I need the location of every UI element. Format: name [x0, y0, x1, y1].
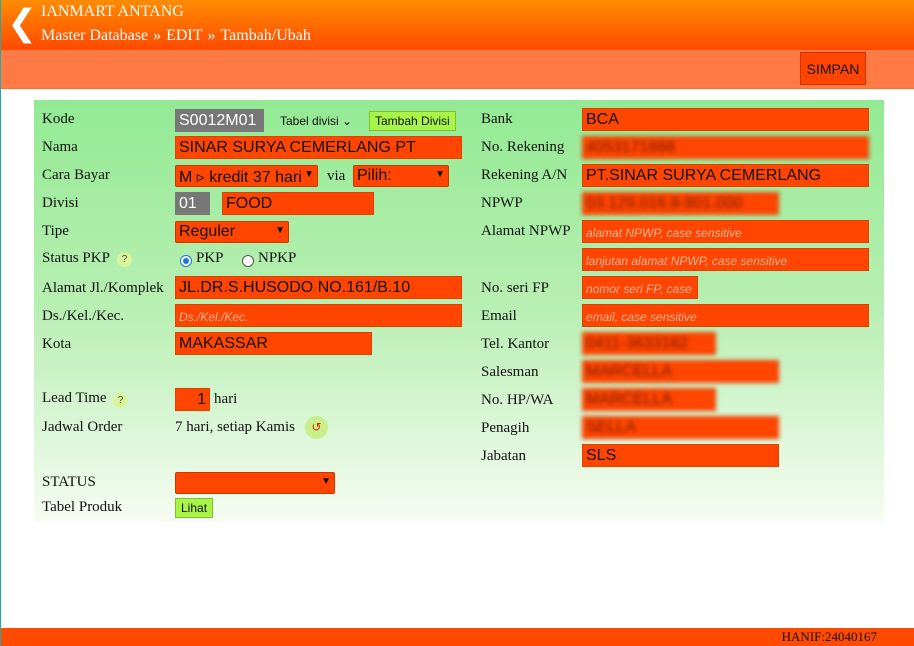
breadcrumb: Master Database» EDIT» Tambah/Ubah [41, 27, 311, 45]
chevron-down-icon: ▼ [304, 169, 314, 180]
breadcrumb-item-edit[interactable]: EDIT [166, 27, 203, 44]
jabatan-field[interactable]: SLS [582, 444, 779, 467]
no-seri-fp-field[interactable]: nomor seri FP, case [582, 276, 698, 299]
divisi-code-field[interactable]: 01 [175, 192, 210, 215]
penagih-field[interactable]: SELLA [582, 416, 779, 439]
npkp-radio-label: NPKP [258, 250, 297, 266]
help-icon[interactable]: ? [117, 252, 132, 267]
status-pkp-label: Status PKP [42, 250, 110, 266]
kode-label: Kode [42, 111, 75, 127]
lead-time-unit: hari [214, 391, 238, 407]
rekening-an-field[interactable]: PT.SINAR SURYA CEMERLANG [582, 164, 869, 187]
chevron-down-icon: ▼ [435, 169, 445, 180]
bank-label: Bank [481, 111, 513, 127]
cara-bayar-select[interactable]: M ▹ kredit 37 hari ▼ [175, 165, 318, 187]
ds-kel-kec-label: Ds./Kel./Kec. [42, 308, 125, 324]
tel-kantor-field[interactable]: 0411-3633182 [582, 332, 716, 355]
nama-field[interactable]: SINAR SURYA CEMERLANG PT [175, 136, 462, 159]
lead-time-label: Lead Time [42, 390, 107, 406]
alamat-npwp-label: Alamat NPWP [481, 223, 571, 239]
breadcrumb-separator: » [207, 27, 216, 44]
salesman-field[interactable]: MARCELLA [582, 360, 779, 383]
status-label: STATUS [42, 474, 96, 490]
back-chevron-icon[interactable]: ❮ [7, 3, 38, 44]
alamat-npwp-2-field[interactable]: lanjutan alamat NPWP, case sensitive [582, 248, 869, 271]
alamat-npwp-field[interactable]: alamat NPWP, case sensitive [582, 220, 869, 243]
tabel-produk-label: Tabel Produk [42, 499, 123, 515]
via-label: via [327, 168, 346, 184]
header-bar: ❮ IANMART ANTANG Master Database» EDIT» Ta… [1, 0, 914, 50]
email-field[interactable]: email, case sensitive [582, 304, 869, 327]
no-hp-wa-label: No. HP/WA [481, 392, 554, 408]
tipe-label: Tipe [42, 223, 69, 239]
toolbar: SIMPAN [1, 50, 914, 89]
tel-kantor-label: Tel. Kantor [481, 336, 550, 352]
kota-label: Kota [42, 336, 72, 352]
npwp-field[interactable]: 03.129.016.8-801.000 [582, 192, 779, 215]
tambah-divisi-button[interactable]: Tambah Divisi [369, 111, 456, 131]
refresh-icon[interactable]: ↺ [305, 416, 328, 439]
pkp-radio-label: PKP [196, 250, 224, 266]
email-label: Email [481, 308, 517, 324]
penagih-label: Penagih [481, 420, 530, 436]
ds-kel-kec-field[interactable]: Ds./Kel./Kec. [175, 304, 462, 327]
status-select[interactable]: ▼ [175, 472, 335, 494]
lead-time-field[interactable]: 1 [175, 388, 210, 411]
divisi-name-field[interactable]: FOOD [222, 192, 374, 215]
cara-bayar-label: Cara Bayar [42, 167, 110, 183]
jadwal-order-label: Jadwal Order [42, 419, 123, 435]
salesman-label: Salesman [481, 364, 539, 380]
no-seri-fp-label: No. seri FP [481, 280, 549, 296]
via-select[interactable]: Pilih: ▼ [353, 165, 449, 187]
breadcrumb-item-tambah-ubah: Tambah/Ubah [220, 27, 311, 44]
lihat-button[interactable]: Lihat [175, 498, 214, 518]
alamat-label: Alamat Jl./Komplek [42, 280, 164, 296]
app-title: IANMART ANTANG [41, 3, 184, 20]
kota-field[interactable]: MAKASSAR [175, 332, 372, 355]
jadwal-order-value: 7 hari, setiap Kamis [175, 419, 295, 435]
no-rekening-label: No. Rekening [481, 139, 565, 155]
footer-bar: HANIF:24040167 [1, 628, 914, 646]
no-hp-wa-field[interactable]: MARCELLA [582, 388, 716, 411]
chevron-down-icon: ▼ [275, 225, 285, 236]
chevron-down-icon: ▼ [321, 476, 331, 487]
chevron-down-icon: ⌄ [342, 114, 353, 128]
save-button[interactable]: SIMPAN [800, 52, 866, 85]
help-icon[interactable]: ? [113, 393, 128, 408]
bank-field[interactable]: BCA [582, 108, 869, 131]
jabatan-label: Jabatan [481, 448, 526, 464]
alamat-field[interactable]: JL.DR.S.HUSODO NO.161/B.10 [175, 276, 462, 299]
no-rekening-field[interactable]: 4053171888 [582, 136, 869, 159]
pkp-radio[interactable] [180, 255, 192, 267]
npwp-label: NPWP [481, 195, 523, 211]
npkp-radio[interactable] [242, 255, 254, 267]
tipe-select[interactable]: Reguler ▼ [175, 221, 289, 243]
breadcrumb-separator: » [153, 27, 162, 44]
kode-field[interactable]: S0012M01 [175, 109, 264, 132]
breadcrumb-item-master-database[interactable]: Master Database [41, 27, 149, 44]
divisi-label: Divisi [42, 195, 79, 211]
user-id: HANIF:24040167 [781, 629, 877, 644]
nama-label: Nama [42, 139, 78, 155]
rekening-an-label: Rekening A/N [481, 167, 568, 183]
tabel-divisi-select[interactable]: Tabel divisi ⌄ [280, 114, 353, 128]
